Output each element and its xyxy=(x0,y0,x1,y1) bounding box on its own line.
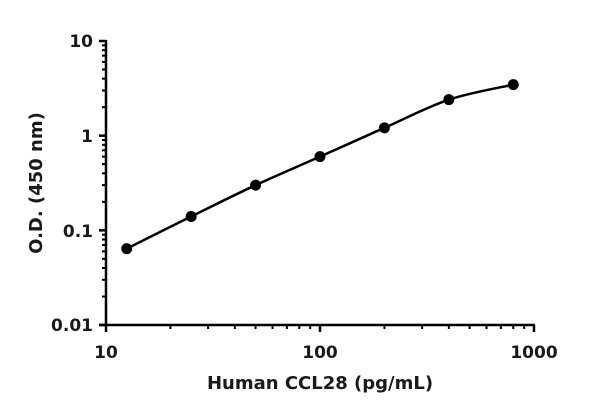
data-point-marker xyxy=(507,79,519,91)
plot-area xyxy=(121,79,519,255)
data-point-marker xyxy=(314,151,326,163)
data-point-marker xyxy=(185,210,197,222)
axes xyxy=(99,39,536,332)
data-point-marker xyxy=(121,243,133,255)
x-axis-title: Human CCL28 (pg/mL) xyxy=(207,373,433,394)
x-tick-label-10: 10 xyxy=(94,343,118,363)
fit-curve xyxy=(126,83,514,250)
data-point-marker xyxy=(443,94,455,106)
x-tick-label-100: 100 xyxy=(302,343,338,363)
x-tick-label-1000: 1000 xyxy=(510,343,557,363)
y-axis-title: O.D. (450 nm) xyxy=(26,112,47,254)
data-point-marker xyxy=(250,179,262,191)
data-point-marker xyxy=(378,122,390,134)
y-tick-label-1: 1 xyxy=(81,127,93,147)
y-tick-label-0-1: 0.1 xyxy=(63,222,93,242)
y-tick-label-0-01: 0.01 xyxy=(51,316,93,336)
y-tick-label-10: 10 xyxy=(69,32,93,52)
